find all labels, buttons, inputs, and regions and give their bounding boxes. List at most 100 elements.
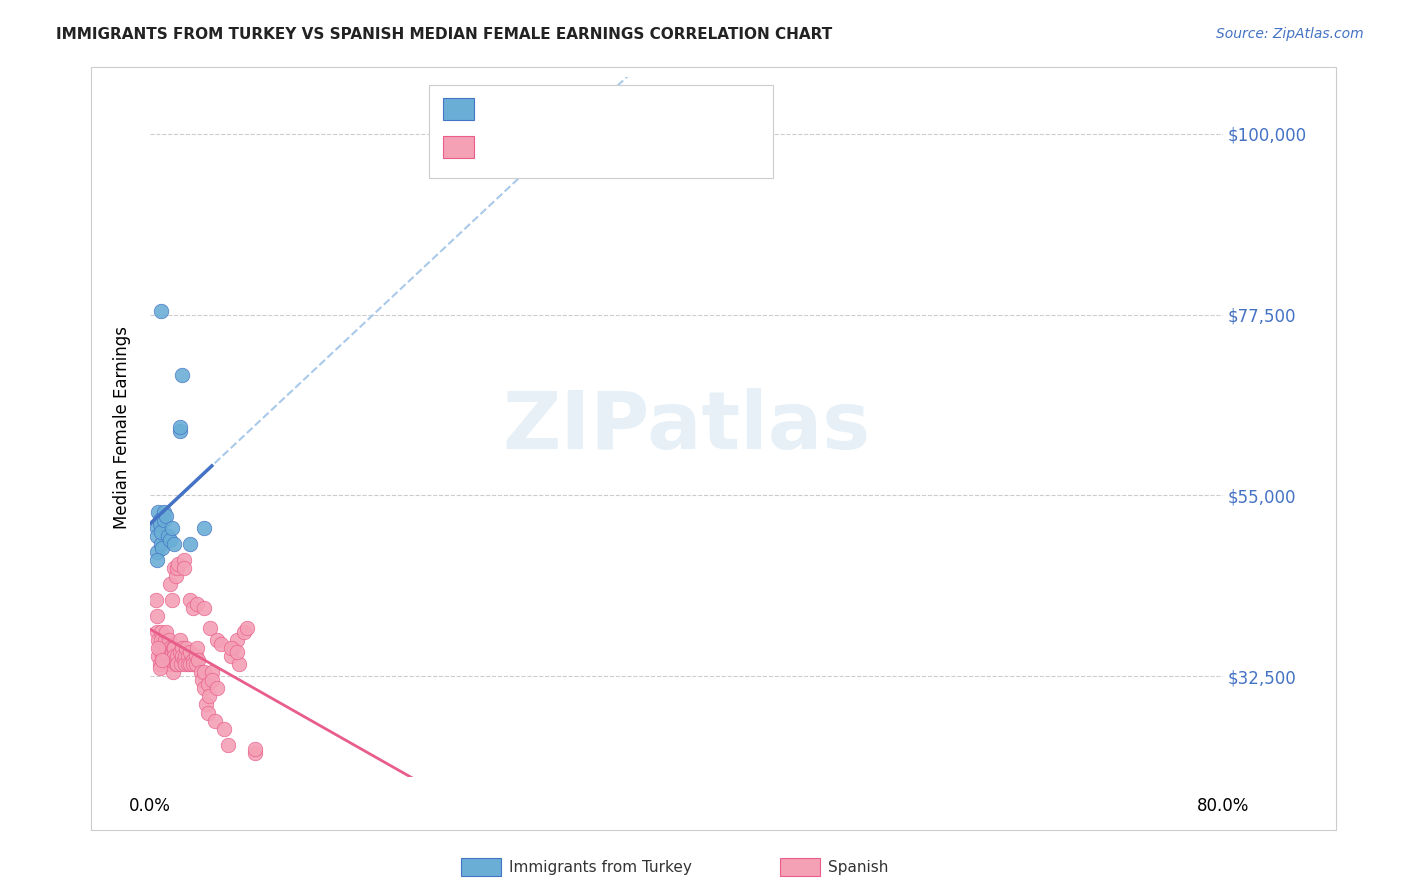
Point [179,657,201,672]
Point [179,537,201,551]
Point [191,673,214,688]
Point [149,524,172,539]
Point [163,649,186,664]
Text: ZIPatlas: ZIPatlas [502,388,870,467]
Point [155,641,177,656]
Point [165,657,187,672]
Point [150,641,173,656]
Point [201,673,224,688]
Point [156,649,179,664]
Point [162,641,184,656]
Point [148,633,170,648]
Point [159,533,181,547]
Point [186,641,208,656]
Point [186,597,208,611]
Point [205,681,228,696]
Point [181,653,204,667]
Point [179,645,201,659]
Text: Immigrants from Turkey: Immigrants from Turkey [509,860,692,874]
Text: 80.0%: 80.0% [1197,797,1249,815]
Point [152,637,174,651]
Point [160,657,183,672]
Point [172,649,194,664]
Point [193,601,215,615]
Point [217,738,239,752]
Point [155,625,177,640]
Text: R =: R = [485,138,522,156]
Point [173,653,195,667]
Point [165,653,187,667]
Text: Source: ZipAtlas.com: Source: ZipAtlas.com [1216,27,1364,41]
Point [181,601,204,615]
Point [176,641,198,656]
Text: 0.0%: 0.0% [129,797,172,815]
Point [163,561,186,575]
Text: 18: 18 [628,101,651,119]
Point [205,633,228,648]
Point [148,512,170,526]
Point [243,741,266,756]
Point [166,649,188,664]
Point [193,665,215,680]
Point [193,681,215,696]
Point [222,641,245,656]
Point [172,641,194,656]
Point [169,424,191,438]
Point [200,621,222,635]
Text: IMMIGRANTS FROM TURKEY VS SPANISH MEDIAN FEMALE EARNINGS CORRELATION CHART: IMMIGRANTS FROM TURKEY VS SPANISH MEDIAN… [56,27,832,42]
Point [146,609,169,624]
Point [166,561,188,575]
Point [219,641,242,656]
Point [160,645,183,659]
Point [209,637,232,651]
Point [149,303,172,318]
Text: 67: 67 [628,138,651,156]
Point [148,649,170,664]
Point [148,516,170,531]
Point [148,661,170,675]
Point [219,649,242,664]
Point [156,657,179,672]
Point [179,593,201,607]
Point [146,545,169,559]
Point [148,504,170,518]
Point [169,645,191,659]
Point [148,657,170,672]
Point [173,561,195,575]
Point [155,508,177,523]
Point [150,653,173,667]
Point [146,520,169,534]
Text: R =: R = [485,101,522,119]
Point [228,657,250,672]
Point [165,569,187,583]
Point [174,657,197,672]
Point [177,649,200,664]
Point [190,665,212,680]
Point [201,665,224,680]
Point [169,420,191,434]
Point [149,633,172,648]
Point [173,553,195,567]
Point [156,529,179,543]
Point [177,657,200,672]
Text: N =: N = [591,138,627,156]
Point [160,520,183,534]
Point [167,557,190,571]
Point [149,625,172,640]
Point [159,657,181,672]
Point [159,641,181,656]
Point [146,553,169,567]
Point [152,504,174,518]
Point [152,512,174,526]
Point [184,649,207,664]
Point [184,657,207,672]
Point [150,649,173,664]
Point [226,645,249,659]
Point [148,641,170,656]
Point [162,665,184,680]
Point [197,706,219,720]
Point [233,625,256,640]
Point [195,698,218,712]
Point [172,368,194,382]
Y-axis label: Median Female Earnings: Median Female Earnings [114,326,131,529]
